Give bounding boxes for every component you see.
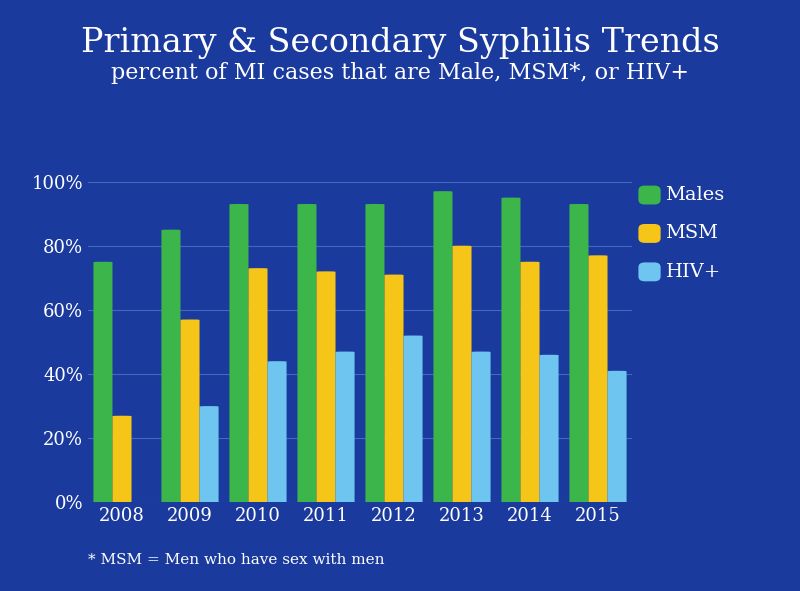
Text: HIV+: HIV+ xyxy=(666,263,721,281)
FancyBboxPatch shape xyxy=(230,204,249,502)
FancyBboxPatch shape xyxy=(317,271,335,502)
FancyBboxPatch shape xyxy=(335,352,354,502)
FancyBboxPatch shape xyxy=(113,415,131,502)
Bar xyxy=(298,204,317,502)
FancyBboxPatch shape xyxy=(539,355,558,502)
Bar xyxy=(471,352,490,502)
Bar xyxy=(335,352,354,502)
Text: Primary & Secondary Syphilis Trends: Primary & Secondary Syphilis Trends xyxy=(81,27,719,59)
Text: * MSM = Men who have sex with men: * MSM = Men who have sex with men xyxy=(88,553,385,567)
Bar xyxy=(403,336,422,502)
Bar xyxy=(589,255,607,502)
Text: percent of MI cases that are Male, MSM*, or HIV+: percent of MI cases that are Male, MSM*,… xyxy=(111,62,689,84)
Bar xyxy=(267,361,286,502)
Bar xyxy=(521,262,539,502)
FancyBboxPatch shape xyxy=(94,262,113,502)
FancyBboxPatch shape xyxy=(267,361,286,502)
FancyBboxPatch shape xyxy=(298,204,317,502)
Bar xyxy=(366,204,385,502)
Bar xyxy=(199,406,218,502)
Bar xyxy=(434,191,453,502)
FancyBboxPatch shape xyxy=(403,336,422,502)
FancyBboxPatch shape xyxy=(199,406,218,502)
FancyBboxPatch shape xyxy=(589,255,607,502)
Bar xyxy=(453,246,471,502)
FancyBboxPatch shape xyxy=(570,204,589,502)
Text: MSM: MSM xyxy=(666,225,718,242)
FancyBboxPatch shape xyxy=(181,320,199,502)
Bar xyxy=(162,230,181,502)
FancyBboxPatch shape xyxy=(471,352,490,502)
Bar xyxy=(502,197,521,502)
Bar xyxy=(317,271,335,502)
Bar xyxy=(539,355,558,502)
FancyBboxPatch shape xyxy=(162,230,181,502)
FancyBboxPatch shape xyxy=(249,268,267,502)
Bar xyxy=(570,204,589,502)
Bar xyxy=(249,268,267,502)
FancyBboxPatch shape xyxy=(434,191,453,502)
Text: Males: Males xyxy=(666,186,725,204)
Bar xyxy=(94,262,113,502)
FancyBboxPatch shape xyxy=(607,371,626,502)
Bar xyxy=(607,371,626,502)
Bar xyxy=(230,204,249,502)
FancyBboxPatch shape xyxy=(453,246,471,502)
Bar xyxy=(181,320,199,502)
Bar xyxy=(113,415,131,502)
Bar xyxy=(385,275,403,502)
FancyBboxPatch shape xyxy=(521,262,539,502)
FancyBboxPatch shape xyxy=(366,204,385,502)
FancyBboxPatch shape xyxy=(385,275,403,502)
FancyBboxPatch shape xyxy=(502,197,521,502)
